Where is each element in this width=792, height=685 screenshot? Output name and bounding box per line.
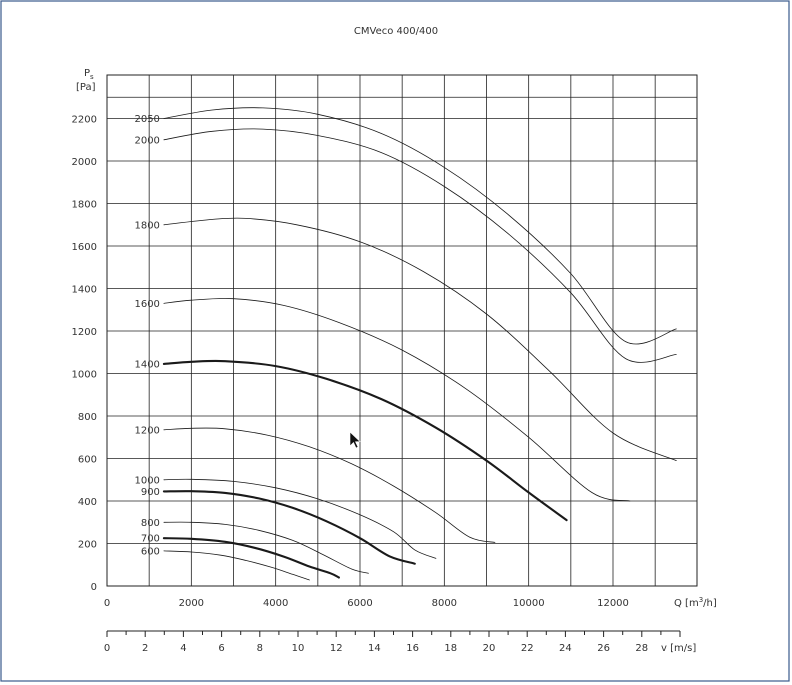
velocity-axis: 0 2 4 6 8 10 12 14 16 18 20 22 24 26 28 — [104, 630, 681, 654]
curve-label-1600: 1600 — [134, 299, 159, 310]
velocity-tick-label: 12 — [330, 643, 343, 654]
curve-label-800: 800 — [141, 518, 160, 529]
fan-curve-1600 — [163, 298, 631, 502]
y-tick-label: 2000 — [72, 157, 97, 168]
y-axis-unit: [Pa] — [76, 82, 96, 93]
velocity-tick-label: 16 — [406, 643, 419, 654]
fan-curve-600 — [163, 550, 310, 581]
velocity-tick-label: 4 — [180, 643, 186, 654]
velocity-tick-label: 14 — [368, 643, 381, 654]
mouse-cursor-icon — [349, 431, 361, 449]
x-tick-label: 2000 — [179, 598, 204, 609]
fan-curves — [162, 107, 677, 581]
velocity-tick-label: 28 — [635, 643, 648, 654]
y-tick-label: 1200 — [72, 327, 97, 338]
velocity-tick-label: 18 — [444, 643, 457, 654]
x-tick-label: 0 — [104, 598, 110, 609]
velocity-tick-label: 0 — [104, 643, 110, 654]
y-tick-label: 400 — [78, 497, 97, 508]
velocity-tick-label: 10 — [292, 643, 305, 654]
curve-label-2050: 2050 — [134, 114, 159, 125]
x-tick-label: 8000 — [432, 598, 457, 609]
y-axis-label: Ps — [84, 68, 94, 81]
chart-title: CMVeco 400/400 — [354, 26, 438, 37]
velocity-tick-label: 26 — [597, 643, 610, 654]
x-tick-label: 6000 — [347, 598, 372, 609]
fan-curve-1000 — [163, 478, 437, 559]
fan-curve-2050 — [163, 107, 677, 345]
x-axis-ticks: 0 2000 4000 6000 8000 10000 12000 — [104, 598, 629, 609]
y-tick-label: 1000 — [72, 370, 97, 381]
curve-label-2000: 2000 — [134, 135, 159, 146]
curve-label-600: 600 — [141, 546, 160, 557]
y-tick-label: 1600 — [72, 242, 97, 253]
curve-label-1000: 1000 — [134, 475, 159, 486]
y-axis-ticks: 0 200 400 600 800 1000 1200 1400 1600 1800 2000 220… — [72, 115, 97, 594]
x-tick-label: 4000 — [263, 598, 288, 609]
velocity-tick-label: 22 — [521, 643, 534, 654]
curve-label-1400: 1400 — [134, 359, 159, 370]
velocity-tick-label: 20 — [483, 643, 496, 654]
y-tick-label: 800 — [78, 412, 97, 423]
y-tick-label: 2200 — [72, 115, 97, 126]
velocity-axis-label: v [m/s] — [661, 643, 696, 654]
y-tick-label: 1400 — [72, 285, 97, 296]
fan-curve-900 — [162, 490, 416, 565]
velocity-tick-label: 24 — [559, 643, 572, 654]
curve-label-700: 700 — [141, 534, 160, 545]
fan-curve-1800 — [163, 217, 677, 461]
curve-label-900: 900 — [141, 487, 160, 498]
x-tick-label: 10000 — [513, 598, 545, 609]
curve-label-1200: 1200 — [134, 425, 159, 436]
x-axis-label: Q [m3/h] — [674, 596, 717, 609]
y-tick-label: 0 — [91, 582, 97, 593]
curve-label-1800: 1800 — [134, 220, 159, 231]
y-tick-label: 200 — [78, 540, 97, 551]
y-axis-title: Ps [Pa] — [76, 68, 96, 93]
y-tick-label: 600 — [78, 455, 97, 466]
fan-curve-2000 — [163, 128, 677, 363]
fan-curve-1400 — [162, 359, 568, 522]
x-tick-label: 12000 — [597, 598, 629, 609]
velocity-tick-label: 6 — [218, 643, 224, 654]
fan-curve-1200 — [163, 427, 496, 543]
velocity-tick-label: 8 — [257, 643, 263, 654]
fan-curve-700 — [162, 537, 340, 579]
y-tick-label: 1800 — [72, 200, 97, 211]
velocity-tick-label: 2 — [142, 643, 148, 654]
fan-curve-800 — [163, 521, 369, 574]
